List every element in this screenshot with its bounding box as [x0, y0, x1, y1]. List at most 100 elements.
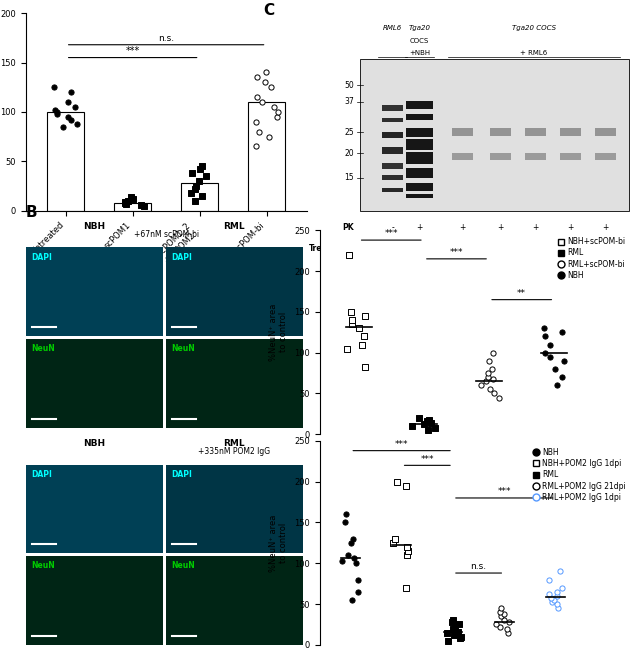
- Point: [552, 591, 562, 601]
- Point: [273, 107, 283, 117]
- Bar: [381, 132, 403, 138]
- Point: [546, 593, 557, 603]
- Point: [453, 626, 463, 637]
- Text: +335nM POM2 IgG: +335nM POM2 IgG: [198, 447, 270, 456]
- Point: [252, 72, 263, 82]
- Bar: [181, 183, 218, 211]
- Text: DAPI: DAPI: [31, 253, 52, 262]
- Point: [539, 323, 549, 334]
- Point: [272, 111, 282, 122]
- Point: [414, 413, 424, 423]
- Text: -: -: [391, 224, 394, 232]
- Point: [261, 67, 272, 78]
- Point: [484, 355, 495, 366]
- Point: [502, 627, 512, 638]
- Point: [499, 615, 509, 626]
- Bar: [381, 176, 403, 180]
- Text: RML: RML: [224, 222, 245, 231]
- Point: [426, 418, 436, 428]
- Point: [123, 195, 133, 206]
- Point: [339, 517, 350, 528]
- Point: [347, 319, 357, 330]
- Point: [548, 595, 558, 605]
- Text: +: +: [602, 224, 608, 232]
- Point: [447, 617, 458, 627]
- Point: [544, 574, 555, 585]
- Bar: [406, 139, 433, 149]
- Point: [407, 421, 417, 432]
- Point: [419, 419, 429, 430]
- Legend: NBH, NBH+POM2 IgG 1dpi, RML, RML+POM2 IgG 21dpi, RML+POM2 IgG 1dpi: NBH, NBH+POM2 IgG 1dpi, RML, RML+POM2 Ig…: [529, 445, 629, 505]
- Point: [186, 188, 196, 198]
- Text: n.s.: n.s.: [470, 563, 487, 571]
- Point: [360, 311, 370, 321]
- Bar: [406, 114, 433, 120]
- Point: [482, 372, 493, 382]
- Point: [190, 184, 200, 194]
- Point: [449, 630, 459, 640]
- Point: [72, 118, 82, 129]
- Point: [475, 380, 486, 391]
- Point: [559, 355, 569, 366]
- Bar: [406, 152, 433, 164]
- Point: [260, 77, 270, 88]
- Bar: [248, 102, 285, 211]
- Point: [135, 199, 146, 210]
- Text: DAPI: DAPI: [171, 253, 192, 262]
- Point: [448, 615, 458, 626]
- Point: [343, 343, 353, 354]
- Text: n.s.: n.s.: [158, 34, 174, 43]
- Point: [540, 331, 550, 342]
- Point: [52, 107, 63, 117]
- Point: [269, 101, 279, 112]
- Point: [557, 582, 567, 593]
- Point: [353, 323, 364, 334]
- Point: [557, 372, 567, 382]
- Text: NeuN: NeuN: [31, 344, 55, 353]
- Bar: [406, 128, 433, 137]
- Point: [191, 180, 201, 191]
- Point: [495, 622, 505, 632]
- Text: COCS: COCS: [410, 38, 429, 43]
- Point: [201, 170, 212, 181]
- Bar: [381, 163, 403, 168]
- Point: [197, 161, 207, 171]
- Text: ***: ***: [385, 230, 398, 238]
- Text: RML6: RML6: [383, 25, 402, 31]
- Text: +: +: [567, 224, 573, 232]
- Text: +: +: [532, 224, 539, 232]
- Point: [348, 534, 358, 544]
- Point: [547, 597, 557, 608]
- Bar: [381, 147, 403, 154]
- Point: [126, 191, 136, 202]
- Point: [401, 582, 411, 593]
- Text: Tga20: Tga20: [408, 25, 431, 31]
- Text: -: -: [391, 245, 394, 253]
- Point: [49, 82, 59, 92]
- Point: [359, 331, 369, 342]
- Point: [550, 364, 560, 374]
- Text: 50: 50: [344, 81, 354, 89]
- Bar: [490, 153, 511, 159]
- Point: [353, 586, 363, 597]
- Point: [454, 633, 465, 644]
- Text: ***: ***: [420, 455, 434, 464]
- Text: +NBH: +NBH: [409, 50, 430, 56]
- Point: [491, 619, 502, 630]
- Bar: [406, 168, 433, 178]
- Point: [551, 380, 562, 391]
- Point: [341, 509, 351, 520]
- Point: [58, 121, 68, 132]
- Text: -: -: [534, 245, 537, 253]
- Text: DAPI: DAPI: [171, 470, 192, 479]
- Bar: [595, 153, 615, 159]
- Point: [421, 416, 431, 426]
- Point: [139, 200, 149, 211]
- Text: + RML6: + RML6: [520, 50, 548, 56]
- Point: [63, 97, 73, 107]
- Point: [481, 376, 491, 386]
- Point: [388, 538, 398, 548]
- Point: [337, 555, 347, 566]
- Text: 67nM: 67nM: [578, 259, 597, 265]
- Point: [346, 307, 356, 317]
